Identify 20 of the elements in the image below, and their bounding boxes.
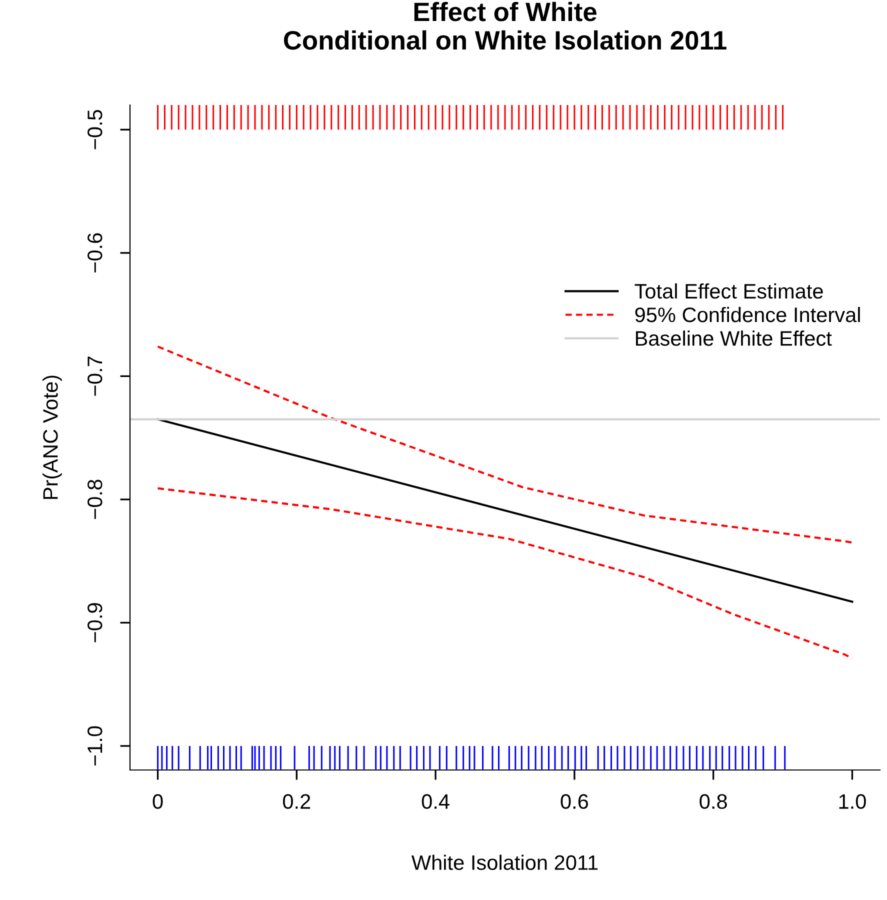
chart-title: Effect of White Conditional on White Isolation 2011 [284,2,726,50]
line-series [156,487,854,660]
legend-label: 95% Confidence Interval [635,306,860,322]
x-tick-label: 1.0 [839,794,866,809]
x-tick-label: 0.6 [560,794,588,809]
x-tick-label: 0.8 [700,794,727,809]
line-series [156,346,854,544]
y-tick-label: −0.8 [88,480,102,519]
y-tick-label: −0.9 [88,603,102,642]
x-axis-title: White Isolation 2011 [411,854,598,870]
y-axis-title: Pr(ANC Vote) [42,376,62,499]
x-tick-label: 0.2 [283,794,310,809]
y-tick-label: −1.0 [88,726,102,766]
x-tick-label: 0.4 [422,794,450,809]
y-tick-label: −0.5 [88,110,102,150]
x-tick-label: 0 [152,794,163,809]
legend-label: Baseline White Effect [636,330,832,346]
y-tick-label: −0.6 [88,233,102,272]
legend-label: Total Effect Estimate [634,283,823,299]
y-tick-label: −0.7 [88,356,102,396]
